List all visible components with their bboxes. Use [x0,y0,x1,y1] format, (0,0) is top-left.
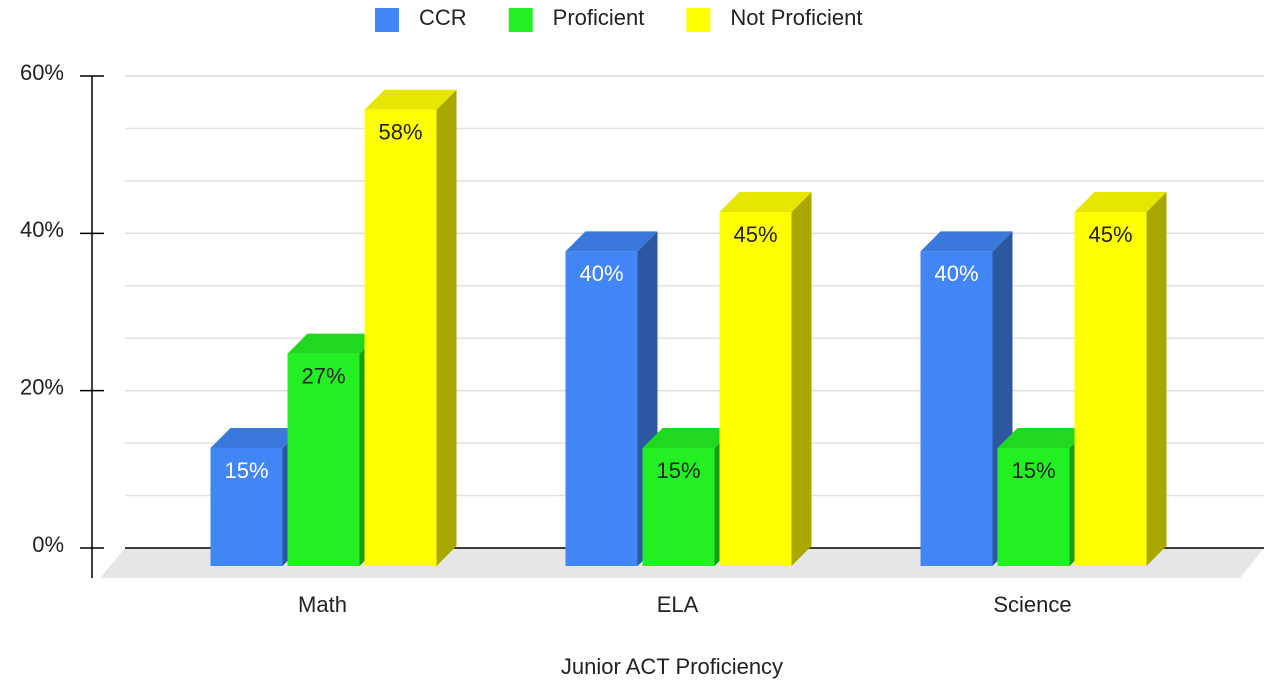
x-tick-label: Science [993,592,1071,617]
value-label: 15% [224,458,268,483]
bar [565,251,638,567]
bar-top [997,428,1090,448]
bar [642,448,715,566]
bar [287,353,360,566]
bar [1074,212,1147,566]
legend-label: Not Proficient [730,5,862,30]
legend-label: CCR [419,5,467,30]
bar-top [719,192,812,212]
legend-swatch [508,8,533,32]
bar-top [287,333,380,354]
bar-top [364,89,457,110]
bar [210,448,283,566]
value-label: 15% [656,458,700,483]
legend-swatch [686,8,711,32]
y-tick-label: 60% [20,60,64,85]
bar [997,448,1070,566]
bar [920,251,993,567]
value-label: 40% [934,261,978,286]
value-label: 45% [733,222,777,247]
value-label: 15% [1011,458,1055,483]
value-label: 58% [378,120,422,145]
bar-top [1074,192,1167,212]
bar-top [642,428,735,448]
bar [364,109,437,566]
bar-top [920,231,1013,252]
bar [719,212,792,566]
bar-top [210,428,303,448]
legend-label: Proficient [553,5,645,30]
x-tick-label: ELA [657,592,699,617]
bar-side [436,89,457,566]
y-tick-label: 0% [32,532,64,557]
y-tick-label: 40% [20,217,64,242]
legend-swatch [375,8,399,32]
x-axis-title: Junior ACT Proficiency [561,654,783,679]
value-label: 45% [1088,222,1132,247]
x-tick-label: Math [298,592,347,617]
value-label: 40% [579,261,623,286]
bar-side [791,192,812,566]
bar-top [565,231,658,252]
y-tick-label: 20% [20,374,64,399]
value-label: 27% [301,363,345,388]
bar-side [1146,192,1167,566]
